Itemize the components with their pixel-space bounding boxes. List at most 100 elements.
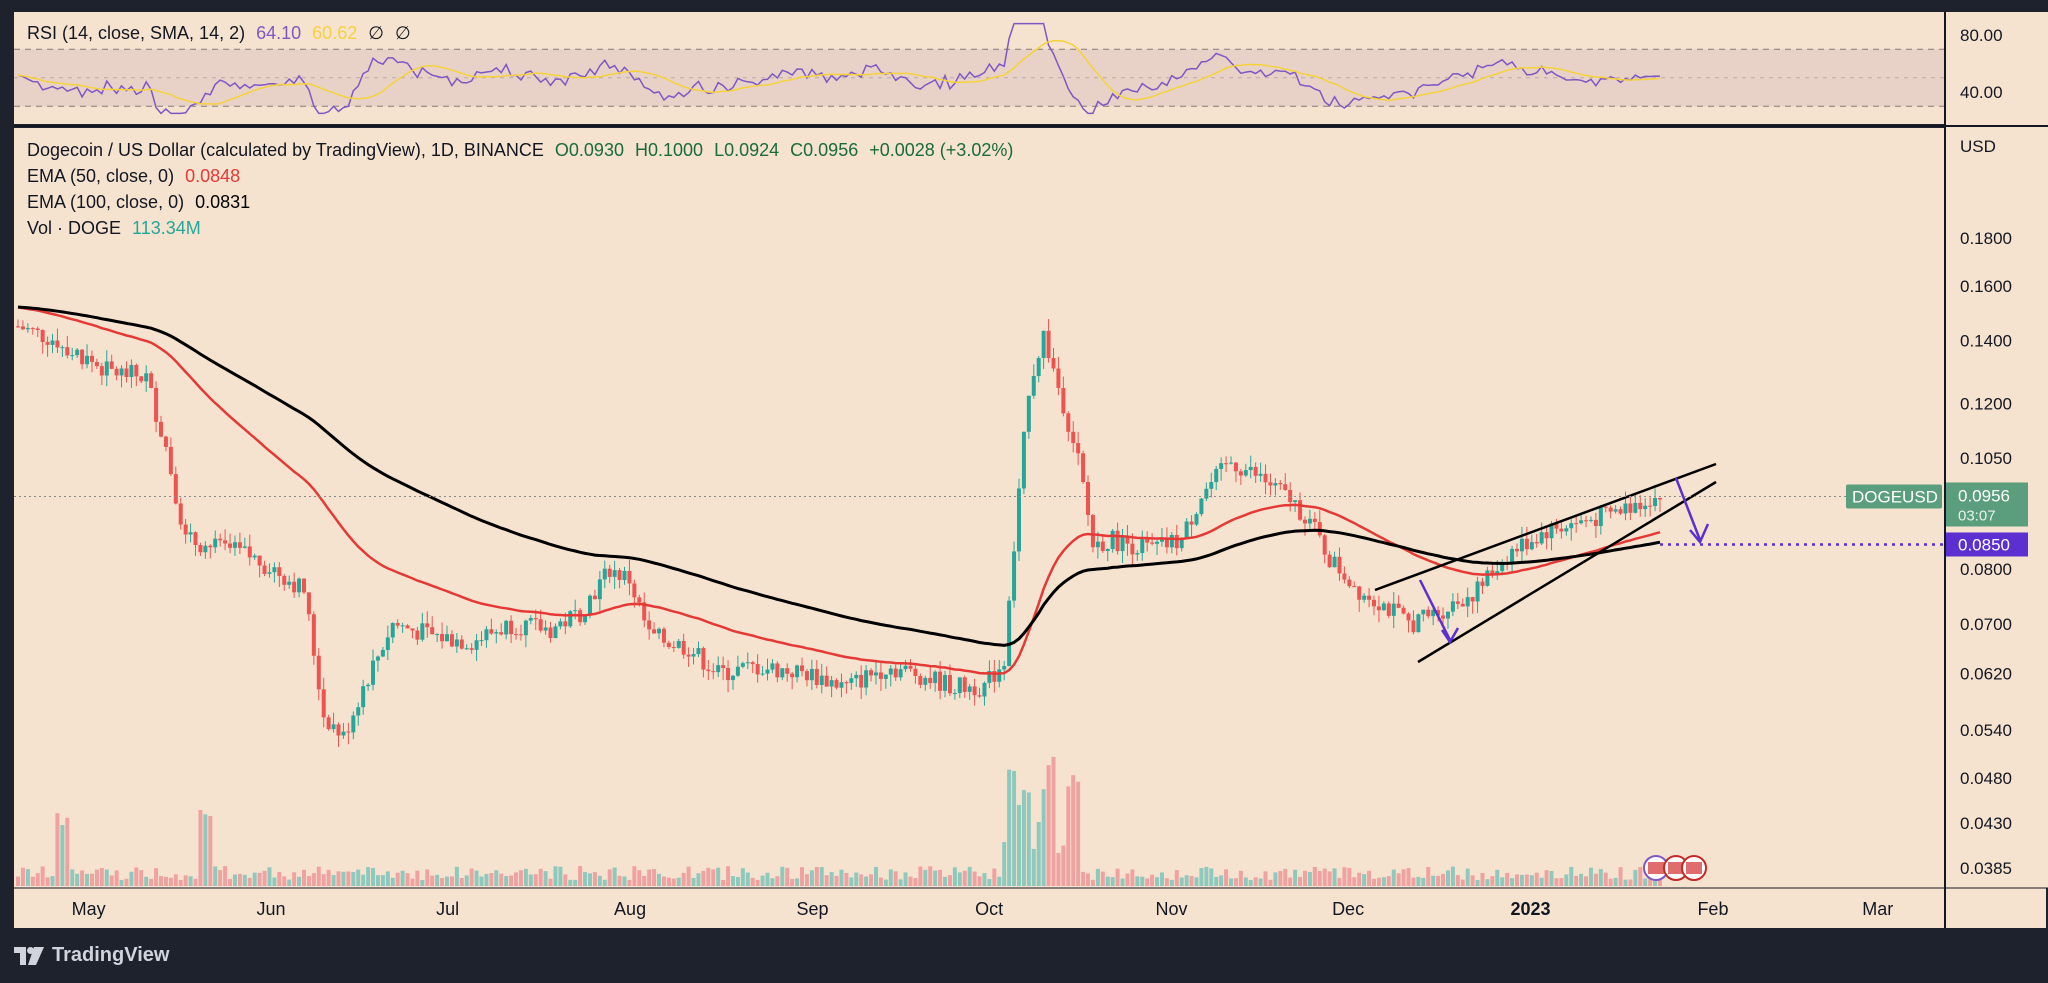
rsi-sma-line [17, 39, 1661, 105]
candle-body [750, 662, 755, 665]
volume-value: 113.34M [132, 218, 201, 238]
candle-body [144, 373, 149, 382]
volume-bar [558, 866, 563, 886]
volume-bar [158, 876, 163, 886]
candle-body [1391, 603, 1396, 616]
volume-bar [144, 876, 149, 886]
ema100-legend[interactable]: EMA (100, close, 0) 0.0831 [27, 192, 256, 213]
rsi-line [17, 22, 1661, 115]
candle-body [933, 671, 938, 684]
volume-bar [1362, 874, 1367, 886]
candle-body [1327, 554, 1332, 568]
rsi-sma-value: 60.62 [312, 23, 358, 43]
drawn-arrow-1 [1418, 579, 1452, 641]
candle-body [1524, 538, 1529, 550]
volume-bar [706, 867, 711, 886]
volume-bar [1169, 879, 1174, 886]
volume-bar [1199, 868, 1204, 886]
volume-bar [119, 879, 124, 886]
candle-body [657, 628, 662, 634]
candle-body [1115, 530, 1120, 552]
candle-body [1539, 532, 1544, 544]
volume-bar [1327, 871, 1332, 886]
candle-body [1411, 620, 1416, 633]
volume-bar [1145, 878, 1150, 886]
candle-body [1372, 599, 1377, 607]
candle-body [464, 648, 469, 650]
candle-body [1194, 514, 1199, 525]
time-axis-label: 2023 [1510, 899, 1550, 919]
volume-bar [681, 872, 686, 886]
candle-body [99, 366, 104, 376]
volume-bar [740, 868, 745, 886]
volume-bar [795, 878, 800, 886]
candle-body [859, 674, 864, 688]
candle-body [252, 555, 257, 558]
candle-body [198, 544, 203, 553]
candle-body [864, 670, 869, 688]
volume-bar [203, 814, 208, 886]
candle-body [1362, 595, 1367, 600]
volume-bar [1579, 873, 1584, 886]
volume-bar [1224, 869, 1229, 886]
volume-bar [1061, 845, 1066, 886]
candle-body [997, 669, 1002, 682]
candle-body [380, 649, 385, 657]
candle-body [20, 326, 25, 330]
volume-bar [1381, 877, 1386, 886]
volume-bar [45, 877, 50, 886]
candle-body [1445, 611, 1450, 619]
candle-body [154, 387, 159, 422]
volume-bar [99, 867, 104, 886]
candle-body [1470, 597, 1475, 602]
volume-bar [977, 876, 982, 886]
candle-body [80, 349, 85, 365]
volume-bar [75, 873, 80, 886]
candle-body [1643, 505, 1648, 510]
wedge-upper-line [1374, 462, 1717, 592]
time-axis-label: Nov [1156, 899, 1188, 919]
candle-body [923, 677, 928, 685]
candle-body [410, 628, 415, 631]
candle-body [1500, 562, 1505, 572]
ema50-legend[interactable]: EMA (50, close, 0) 0.0848 [27, 166, 246, 187]
candle-body [602, 568, 607, 580]
volume-bar [1100, 871, 1105, 886]
volume-bar [1233, 878, 1238, 886]
symbol-legend[interactable]: Dogecoin / US Dollar (calculated by Trad… [27, 140, 1019, 161]
candle-body [1515, 548, 1520, 552]
volume-bar [297, 876, 302, 886]
candle-body [1569, 523, 1574, 529]
rsi-legend[interactable]: RSI (14, close, SMA, 14, 2) 64.10 60.62 … [27, 23, 417, 44]
volume-bar [198, 809, 203, 886]
volume-bar [267, 867, 272, 886]
price-tick-label: 0.0700 [1960, 615, 2012, 634]
candle-body [898, 669, 903, 678]
symbol-title: Dogecoin / US Dollar (calculated by Trad… [27, 140, 544, 160]
volume-bar [1421, 877, 1426, 886]
candle-body [800, 665, 805, 672]
candle-body [435, 634, 440, 636]
volume-legend[interactable]: Vol · DOGE 113.34M [27, 218, 207, 239]
candle-body [1125, 535, 1130, 544]
candle-body [735, 666, 740, 676]
candle-body [716, 665, 721, 673]
volume-bar [563, 874, 568, 886]
candle-body [1120, 535, 1125, 552]
price-tick-label: 0.1600 [1960, 277, 2012, 296]
volume-bar [1549, 870, 1554, 886]
tradingview-logo[interactable]: TradingView [14, 944, 169, 967]
volume-bar [168, 877, 173, 886]
volume-bar [1086, 873, 1091, 886]
candle-body [558, 621, 563, 627]
volume-bar [223, 866, 228, 886]
candle-body [918, 675, 923, 685]
drawn-arrow-2 [1674, 477, 1702, 541]
volume-bar [1204, 866, 1209, 886]
volume-bar [1140, 876, 1145, 886]
candle-body [814, 668, 819, 686]
candle-body [869, 670, 874, 676]
volume-bar [1268, 879, 1273, 886]
price-tick-label: 0.1400 [1960, 332, 2012, 351]
